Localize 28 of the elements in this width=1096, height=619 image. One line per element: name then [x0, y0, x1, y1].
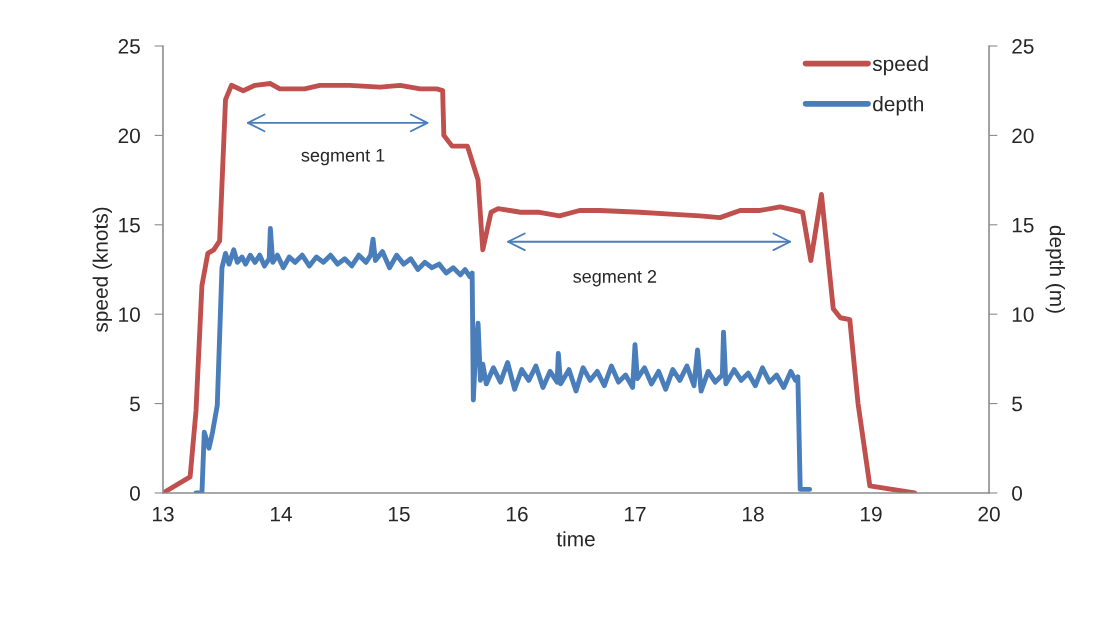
annotation: segment 2 [573, 270, 657, 287]
legend-label: depth [873, 96, 923, 116]
y-tick-label: 10 [119, 307, 140, 322]
x-tick-label: 13 [152, 506, 174, 522]
legend-label: speed [872, 55, 928, 76]
y2-axis-title: depth (m) [1045, 225, 1065, 313]
y-tick-label: 5 [130, 396, 140, 412]
y-tick-label: 0 [129, 485, 140, 501]
x-tick-label: 15 [388, 506, 410, 522]
x-tick-label: 17 [625, 506, 646, 522]
x-tick-label: 16 [507, 506, 528, 522]
line-series [193, 225, 813, 493]
y-tick-label: 25 [118, 38, 140, 54]
annotation: segment 1 [301, 149, 385, 166]
y2-tick-label: 0 [1012, 485, 1023, 501]
x-tick-label: 20 [978, 506, 1000, 522]
y2-tick-label: 20 [1012, 128, 1034, 144]
y-tick-label: 15 [119, 218, 140, 233]
x-tick-label: 18 [743, 506, 764, 522]
y2-tick-label: 10 [1012, 307, 1034, 322]
y2-tick-label: 15 [1012, 218, 1034, 233]
x-tick-label: 19 [861, 506, 882, 522]
y2-tick-label: 5 [1012, 396, 1022, 412]
x-tick-label: 14 [270, 506, 292, 522]
y-tick-label: 20 [118, 128, 140, 144]
y2-tick-label: 25 [1012, 38, 1034, 54]
y-axis-title: speed (knots) [92, 207, 113, 333]
x-axis-title: time [556, 531, 595, 547]
